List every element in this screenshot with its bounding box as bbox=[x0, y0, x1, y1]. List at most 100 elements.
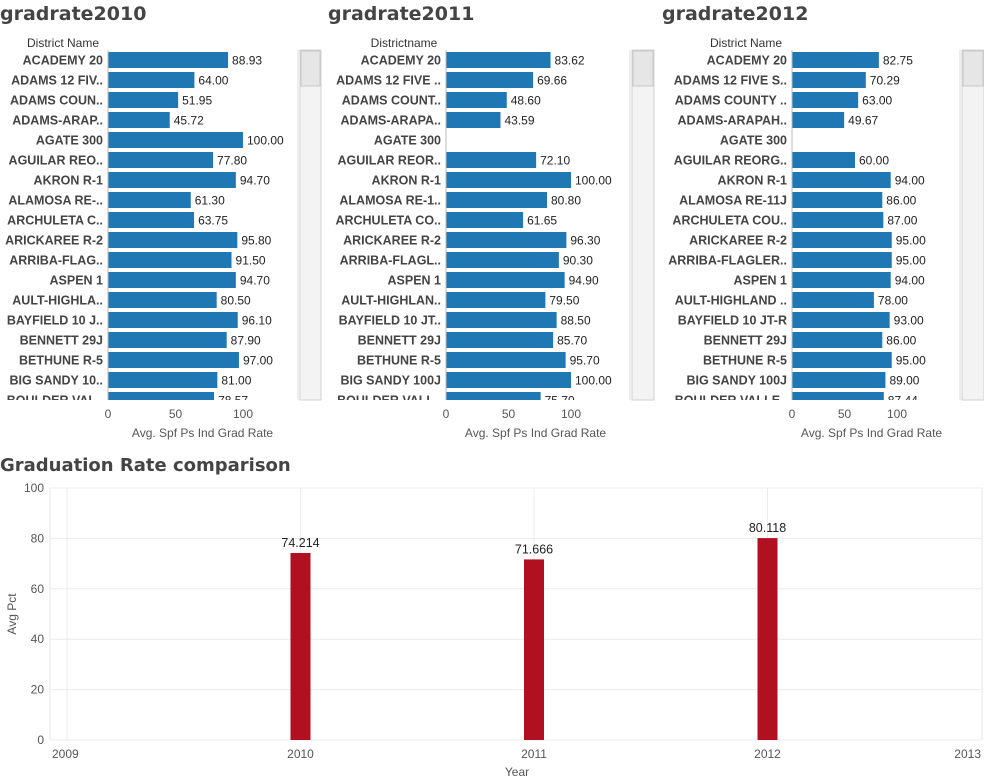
bar bbox=[108, 232, 238, 248]
district-label: ARRIBA-FLAG.. bbox=[9, 254, 103, 268]
bar bbox=[446, 72, 534, 88]
rows-group: ACADEMY 20 83.62 ADAMS 12 FIVE .. 69.66 ADAM… bbox=[335, 52, 612, 408]
district-label: ARRIBA-FLAGLER.. bbox=[668, 254, 787, 268]
bar-value-label: 60.00 bbox=[859, 154, 889, 168]
district-label: ACADEMY 20 bbox=[361, 54, 441, 68]
bar bbox=[446, 212, 524, 228]
bar bbox=[792, 252, 892, 268]
bar-value-label: 63.00 bbox=[862, 94, 892, 108]
bar bbox=[792, 292, 874, 308]
district-label: AGUILAR REOR.. bbox=[338, 154, 441, 168]
bar bbox=[108, 272, 236, 288]
bar-value-label: 75.70 bbox=[545, 394, 575, 408]
bar-value-label: 89.00 bbox=[889, 374, 919, 388]
scrollbar-track bbox=[299, 49, 322, 401]
district-label: ADAMS COUN.. bbox=[10, 94, 103, 108]
bar bbox=[108, 132, 243, 148]
bar-value-label: 49.67 bbox=[848, 114, 878, 128]
bar bbox=[108, 352, 239, 368]
y-tick-label: 0 bbox=[37, 733, 44, 747]
bar-chart-2011: Districtname ACADEMY 20 83.62 ADAMS 12 FIVE… bbox=[335, 36, 655, 440]
bar-value-label: 79.50 bbox=[549, 294, 579, 308]
bar-value-label: 83.62 bbox=[555, 54, 585, 68]
x-axis-title: Avg. Spf Ps Ind Grad Rate bbox=[465, 426, 607, 440]
bar bbox=[290, 552, 311, 740]
bar-value-label: 87.00 bbox=[887, 214, 917, 228]
scrollbar-thumb bbox=[300, 50, 321, 87]
district-label: ADAMS-ARAP.. bbox=[12, 114, 103, 128]
bar bbox=[108, 332, 227, 348]
bar bbox=[792, 312, 890, 328]
bar bbox=[757, 538, 778, 740]
bar bbox=[108, 212, 195, 228]
bar bbox=[446, 292, 546, 308]
bar bbox=[446, 352, 566, 368]
district-label: BETHUNE R-5 bbox=[703, 354, 787, 368]
bar bbox=[792, 212, 884, 228]
x-tick-label: 0 bbox=[443, 407, 450, 421]
bar bbox=[446, 332, 554, 348]
bar bbox=[446, 272, 565, 288]
district-label: AGATE 300 bbox=[720, 134, 787, 148]
bar-value-label: 82.75 bbox=[883, 54, 913, 68]
bar-value-label: 88.50 bbox=[561, 314, 591, 328]
x-tick-label: 2009 bbox=[52, 747, 79, 761]
district-label: AGATE 300 bbox=[36, 134, 103, 148]
district-label: BOULDER VALL.. bbox=[337, 394, 441, 408]
bar bbox=[108, 392, 215, 400]
bar-value-label: 100.00 bbox=[575, 174, 612, 188]
bar-chart-2010: District Name ACADEMY 20 88.93 ADAMS 12 FIV… bbox=[5, 36, 322, 440]
district-label: ADAMS-ARAPAH.. bbox=[678, 114, 788, 128]
district-label: BETHUNE R-5 bbox=[19, 354, 103, 368]
district-label: BOULDER VALLE.. bbox=[675, 394, 787, 408]
bar bbox=[108, 292, 217, 308]
bar-value-label: 88.93 bbox=[232, 54, 262, 68]
district-label: ARCHULETA COU.. bbox=[672, 214, 787, 228]
bar bbox=[792, 92, 859, 108]
bar bbox=[446, 312, 557, 328]
bar-value-label: 95.80 bbox=[241, 234, 271, 248]
comparison-title: Graduation Rate comparison bbox=[0, 455, 291, 476]
x-tick-label: 2013 bbox=[954, 747, 981, 761]
bar-value-label: 64.00 bbox=[198, 74, 228, 88]
x-tick-label: 2011 bbox=[521, 747, 547, 761]
bar bbox=[108, 92, 179, 108]
bar bbox=[446, 372, 571, 388]
y-tick-label: 20 bbox=[31, 683, 45, 697]
bar-value-label: 95.00 bbox=[896, 254, 926, 268]
bar bbox=[446, 152, 537, 168]
district-label: AULT-HIGHLAND .. bbox=[675, 294, 787, 308]
panel-title-2010: gradrate2010 bbox=[0, 3, 147, 25]
bar-value-label: 100.00 bbox=[247, 134, 284, 148]
bar-value-label: 77.80 bbox=[217, 154, 247, 168]
bar-value-label: 48.60 bbox=[511, 94, 541, 108]
y-axis-title: Avg Pct bbox=[5, 593, 19, 635]
bar-value-label: 70.29 bbox=[870, 74, 900, 88]
x-tick-label: 50 bbox=[169, 407, 183, 421]
x-tick-label: 100 bbox=[561, 407, 581, 421]
bar-value-label: 51.95 bbox=[182, 94, 212, 108]
row-header: Districtname bbox=[371, 36, 438, 50]
bar-value-label: 86.00 bbox=[886, 194, 916, 208]
y-tick-label: 60 bbox=[31, 582, 45, 596]
scrollbar-thumb bbox=[632, 50, 654, 87]
district-label: ASPEN 1 bbox=[734, 274, 788, 288]
bar bbox=[108, 152, 214, 168]
bar-value-label: 78.57 bbox=[218, 394, 248, 408]
district-label: ADAMS COUNTY .. bbox=[675, 94, 787, 108]
bar-value-label: 96.10 bbox=[242, 314, 272, 328]
bar bbox=[792, 52, 879, 68]
bar-value-label: 94.70 bbox=[240, 274, 270, 288]
bar bbox=[524, 559, 544, 740]
x-tick-label: 2010 bbox=[287, 747, 314, 761]
district-label: ACADEMY 20 bbox=[23, 54, 103, 68]
district-label: BENNETT 29J bbox=[20, 334, 103, 348]
district-label: ADAMS 12 FIVE .. bbox=[336, 74, 441, 88]
bar-value-label: 91.50 bbox=[236, 254, 266, 268]
y-tick-label: 40 bbox=[31, 632, 45, 646]
bar-value-label: 81.00 bbox=[221, 374, 251, 388]
x-tick-label: 2012 bbox=[754, 747, 781, 761]
y-tick-label: 100 bbox=[24, 481, 44, 495]
x-axis-title: Year bbox=[505, 765, 529, 779]
bar-value-label: 85.70 bbox=[557, 334, 587, 348]
